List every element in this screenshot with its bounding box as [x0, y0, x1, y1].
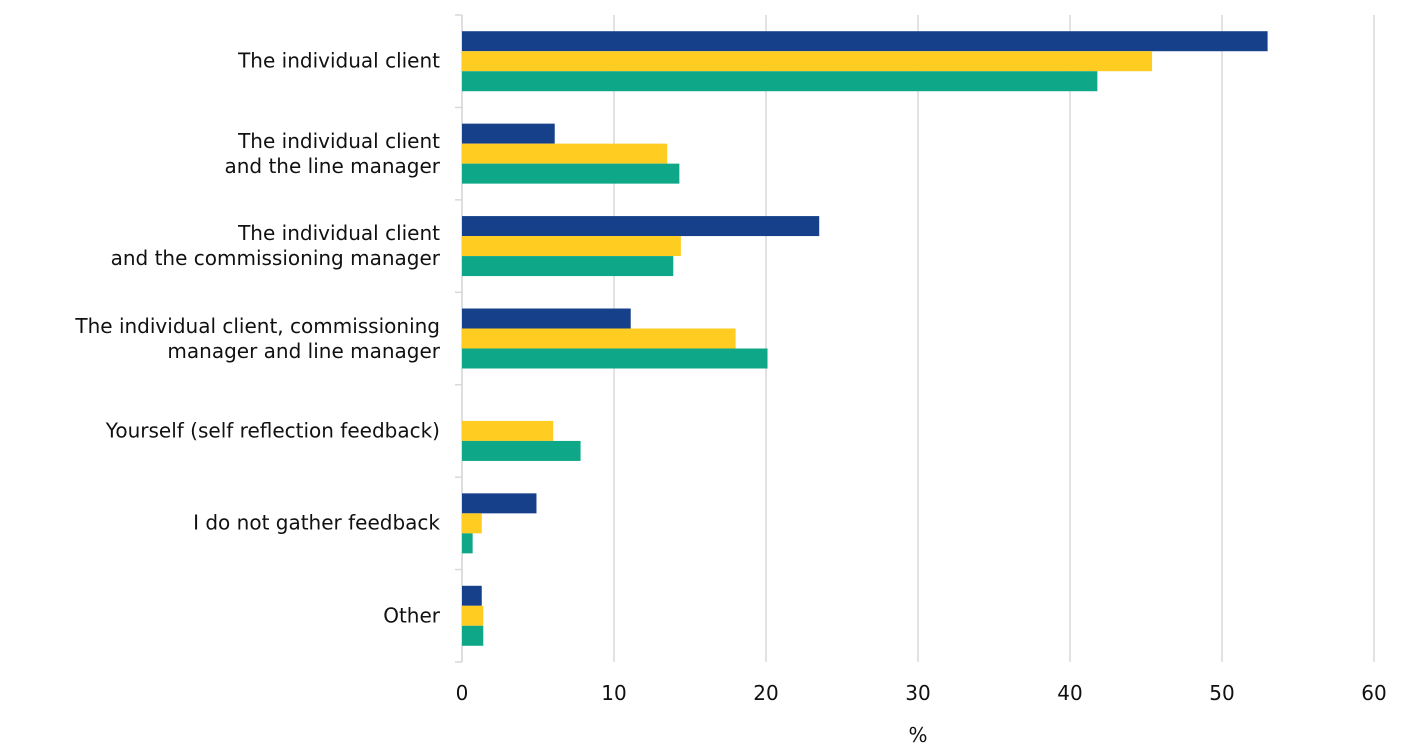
bar: [462, 513, 482, 534]
bar: [462, 216, 820, 237]
x-tick-label: 30: [905, 681, 930, 705]
bar: [462, 31, 1268, 52]
bar: [462, 308, 631, 329]
x-tick-label: 10: [601, 681, 626, 705]
bar: [462, 625, 484, 646]
x-tick-label: 20: [753, 681, 778, 705]
y-tick-label: I do not gather feedback: [193, 510, 440, 535]
bar: [462, 533, 473, 554]
bar: [462, 493, 537, 514]
bar: [462, 123, 555, 144]
y-tick-label: The individual client, commissioning man…: [75, 313, 440, 363]
x-tick-label: 50: [1209, 681, 1234, 705]
bar: [462, 143, 668, 164]
x-tick-label: 60: [1361, 681, 1386, 705]
bar: [462, 163, 680, 184]
bar: [462, 348, 768, 369]
bar: [462, 605, 484, 626]
y-tick-label: The individual client and the line manag…: [224, 128, 440, 178]
bar: [462, 440, 581, 461]
x-tick-label: 40: [1057, 681, 1082, 705]
x-tick-label: 0: [456, 681, 469, 705]
bar: [462, 328, 736, 349]
y-tick-label: The individual client and the commission…: [110, 221, 440, 271]
bar: [462, 71, 1098, 92]
y-tick-label: Other: [383, 603, 440, 628]
y-tick-label: Yourself (self reflection feedback): [105, 418, 440, 443]
bar: [462, 420, 554, 441]
bar: [462, 236, 681, 257]
bar: [462, 51, 1153, 72]
y-tick-label: The individual client: [238, 48, 440, 73]
x-axis-label: %: [908, 723, 927, 747]
bar: [462, 256, 674, 277]
bar: [462, 585, 482, 606]
